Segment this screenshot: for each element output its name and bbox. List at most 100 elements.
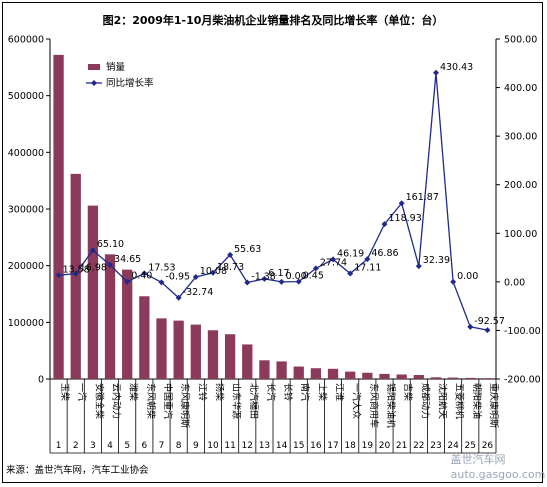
- growth-marker: [175, 294, 182, 301]
- right-tick-label: 200.00: [504, 180, 537, 191]
- rank-label: 24: [447, 441, 459, 451]
- rank-label: 21: [396, 441, 407, 451]
- bar: [259, 360, 270, 379]
- bar: [379, 373, 390, 379]
- category-label: 东风朝柴: [145, 383, 157, 419]
- data-label: 55.63: [234, 244, 261, 255]
- bar: [430, 377, 442, 379]
- category-label: 成都动力: [419, 383, 431, 419]
- data-label: 46.19: [337, 248, 364, 259]
- data-label: 34.65: [114, 254, 141, 265]
- watermark-text: 盖世汽车网: [451, 452, 506, 466]
- bar: [465, 377, 476, 379]
- growth-marker: [192, 273, 199, 280]
- left-tick-label: 600000: [8, 35, 44, 46]
- rank-label: 25: [465, 441, 476, 451]
- data-label: -0.95: [166, 271, 191, 282]
- data-label: 6.17: [268, 268, 289, 279]
- source-text: 来源：盖世汽车网，汽车工业协会: [6, 464, 149, 476]
- growth-marker: [278, 278, 285, 285]
- category-label: 潍柴: [128, 383, 140, 401]
- rank-label: 6: [141, 441, 147, 451]
- rank-label: 5: [124, 441, 130, 451]
- growth-marker: [209, 269, 216, 276]
- data-label: 430.43: [440, 62, 473, 73]
- rank-label: 14: [276, 441, 288, 451]
- bar: [87, 205, 99, 379]
- bar: [345, 371, 356, 379]
- rank-label: 12: [242, 441, 253, 451]
- data-label: 0.00: [286, 271, 307, 282]
- data-label: 161.87: [406, 192, 439, 203]
- rank-label: 23: [430, 441, 441, 451]
- left-tick-label: 300000: [8, 205, 44, 216]
- category-label: 吉柴: [402, 383, 414, 401]
- category-label: 北汽福田: [248, 383, 260, 419]
- right-tick-label: 100.00: [504, 229, 537, 240]
- rank-label: 22: [413, 441, 424, 451]
- bar: [156, 318, 167, 379]
- category-label: 南汽: [299, 383, 311, 401]
- category-label: 中国重汽: [162, 383, 174, 419]
- rank-label: 4: [107, 441, 113, 451]
- category-label: 一汽: [76, 383, 88, 401]
- data-label: 17.11: [354, 263, 381, 274]
- bar: [447, 377, 459, 379]
- rank-label: 26: [482, 441, 494, 451]
- bar: [139, 296, 150, 379]
- bar: [53, 54, 64, 379]
- growth-marker: [295, 278, 302, 285]
- bar: [173, 320, 184, 379]
- growth-marker: [330, 256, 337, 263]
- legend-bar-swatch: [88, 64, 100, 70]
- bar: [224, 334, 236, 379]
- watermark-url: auto.gasgoo.com: [451, 468, 546, 481]
- growth-marker: [467, 323, 474, 330]
- data-label: 27.74: [320, 257, 347, 268]
- left-tick-label: 0: [38, 375, 44, 386]
- category-label: 一汽大众: [351, 383, 363, 419]
- category-label: 云内动力: [111, 383, 123, 419]
- rank-label: 17: [327, 441, 338, 451]
- growth-line: [58, 72, 488, 331]
- category-label: 东风康明斯: [179, 383, 191, 428]
- rank-label: 1: [56, 441, 62, 451]
- rank-label: 9: [193, 441, 199, 451]
- data-label: 65.10: [97, 239, 124, 250]
- bar: [122, 269, 133, 379]
- growth-marker: [312, 265, 319, 272]
- category-label: 山东华源: [231, 383, 243, 419]
- bar: [396, 374, 407, 379]
- category-label: 朝阳柴油: [471, 383, 483, 419]
- data-label: 0.40: [131, 271, 152, 282]
- chart-title: 图2：2009年1-10月柴油机企业销量排名及同比增长率（单位：台）: [103, 13, 444, 27]
- growth-marker: [107, 262, 114, 269]
- rank-label: 10: [207, 441, 219, 451]
- category-label: 玉柴: [59, 383, 71, 401]
- right-tick-label: 0.00: [504, 277, 525, 288]
- growth-marker: [55, 272, 62, 279]
- bar: [362, 372, 373, 379]
- data-label: 18.73: [217, 262, 244, 273]
- growth-marker: [72, 270, 79, 277]
- right-tick-label: 400.00: [504, 83, 537, 94]
- legend-bar-label: 销量: [106, 61, 126, 73]
- rank-label: 8: [176, 441, 182, 451]
- data-label: 0.45: [303, 271, 324, 282]
- bar: [190, 324, 201, 379]
- left-tick-label: 400000: [8, 148, 44, 159]
- bar: [293, 366, 304, 379]
- bar: [327, 368, 339, 379]
- bar: [104, 254, 116, 379]
- growth-marker: [244, 279, 251, 286]
- bar: [482, 378, 493, 379]
- rank-label: 19: [362, 441, 374, 451]
- category-label: 五菱柳机: [454, 383, 466, 419]
- data-label: 118.93: [389, 213, 422, 224]
- category-label: 江铃: [196, 383, 208, 401]
- growth-marker: [381, 221, 388, 228]
- data-label: 0.00: [457, 271, 478, 282]
- left-tick-label: 500000: [8, 91, 44, 102]
- growth-marker: [364, 256, 371, 263]
